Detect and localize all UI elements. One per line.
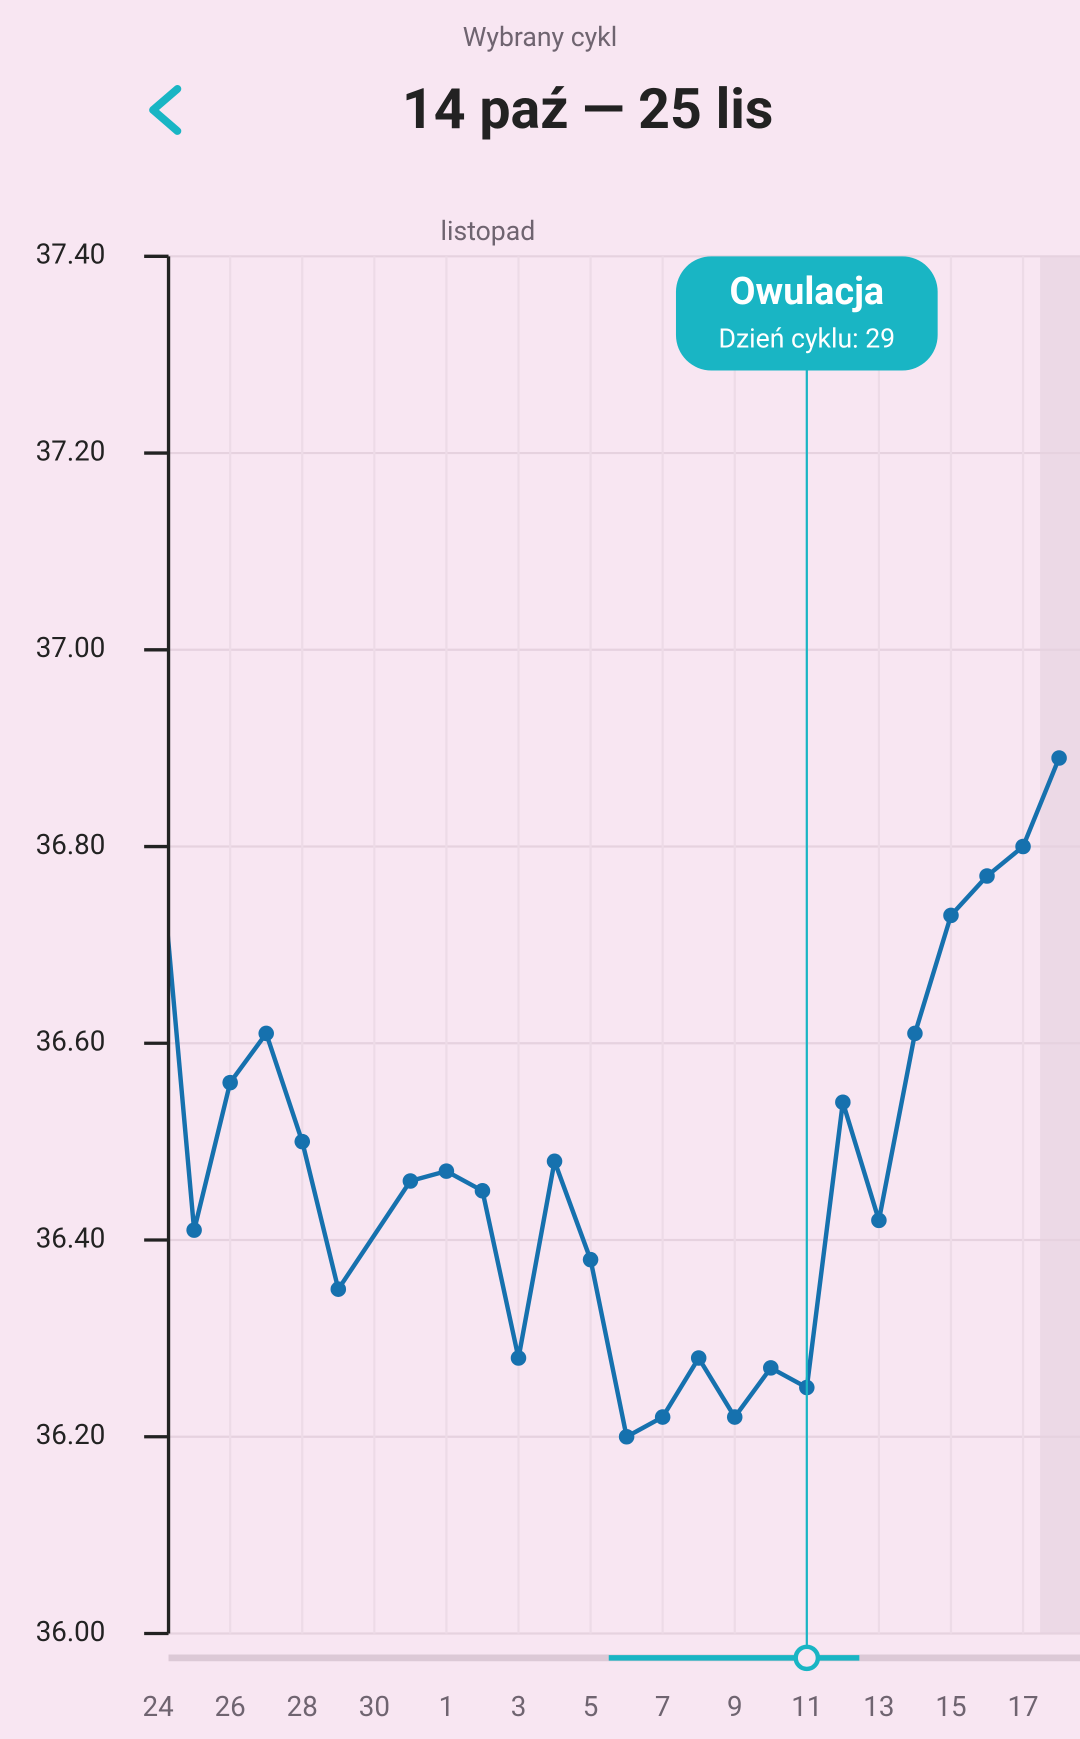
x-tick-label: 1 <box>439 1690 455 1723</box>
temperature-point <box>510 1350 527 1366</box>
temperature-point <box>186 1222 202 1238</box>
temperature-point <box>222 1074 238 1091</box>
temperature-point <box>979 868 995 884</box>
temperature-point <box>258 1025 274 1042</box>
x-tick-label: 5 <box>583 1690 599 1723</box>
y-tick-label: 36.60 <box>36 1025 106 1058</box>
x-tick-label: 3 <box>511 1690 527 1723</box>
x-tick-label: 30 <box>359 1690 390 1723</box>
x-tick-label: 28 <box>287 1690 318 1723</box>
temperature-point <box>1015 838 1031 855</box>
temperature-point <box>835 1094 851 1111</box>
back-button[interactable] <box>149 85 182 135</box>
temperature-point <box>582 1251 599 1268</box>
y-tick-label: 36.00 <box>36 1615 106 1648</box>
temperature-point <box>763 1360 779 1376</box>
x-tick-label: 24 <box>143 1690 174 1723</box>
subtitle: Wybrany cykl <box>463 22 617 53</box>
future-region <box>1040 256 1080 1634</box>
title: 14 paź — 25 lis <box>402 77 773 142</box>
temperature-point <box>654 1409 671 1425</box>
ovulation-title: Owulacja <box>730 270 885 314</box>
temperature-point <box>294 1133 311 1150</box>
y-tick-label: 37.00 <box>36 631 106 664</box>
temperature-point <box>402 1173 419 1189</box>
temperature-point <box>871 1212 887 1229</box>
y-tick-label: 36.40 <box>36 1221 106 1254</box>
month-label: listopad <box>441 216 536 247</box>
y-tick-label: 36.20 <box>36 1418 106 1451</box>
temperature-point <box>726 1409 743 1425</box>
plot <box>168 750 1067 1445</box>
y-tick-label: 36.80 <box>36 828 106 861</box>
x-tick-label: 13 <box>863 1690 894 1723</box>
x-tick-label: 9 <box>727 1690 743 1723</box>
temperature-point <box>618 1428 635 1445</box>
x-tick-label: 26 <box>215 1690 246 1723</box>
temperature-point <box>474 1183 491 1199</box>
temperature-point <box>690 1350 707 1366</box>
temperature-point <box>907 1025 923 1042</box>
temperature-point <box>1051 750 1067 766</box>
overlay: Owulacja Dzień cyklu: 29 <box>675 256 938 1672</box>
ovulation-handle <box>793 1644 821 1672</box>
temperature-point <box>438 1163 455 1179</box>
y-tick-label: 37.20 <box>36 434 106 467</box>
x-tick-label: 11 <box>791 1690 822 1723</box>
ovulation-badge <box>675 256 938 371</box>
y-tick-label: 37.40 <box>36 238 106 271</box>
x-tick-label: 17 <box>1007 1690 1038 1723</box>
ovulation-text: Dzień cyklu: 29 <box>718 324 895 355</box>
temperature-point <box>943 907 959 924</box>
x-tick-label: 15 <box>935 1690 966 1723</box>
temperature-point <box>330 1281 347 1297</box>
x-tick-label: 7 <box>655 1690 671 1723</box>
temperature-point <box>546 1153 563 1170</box>
